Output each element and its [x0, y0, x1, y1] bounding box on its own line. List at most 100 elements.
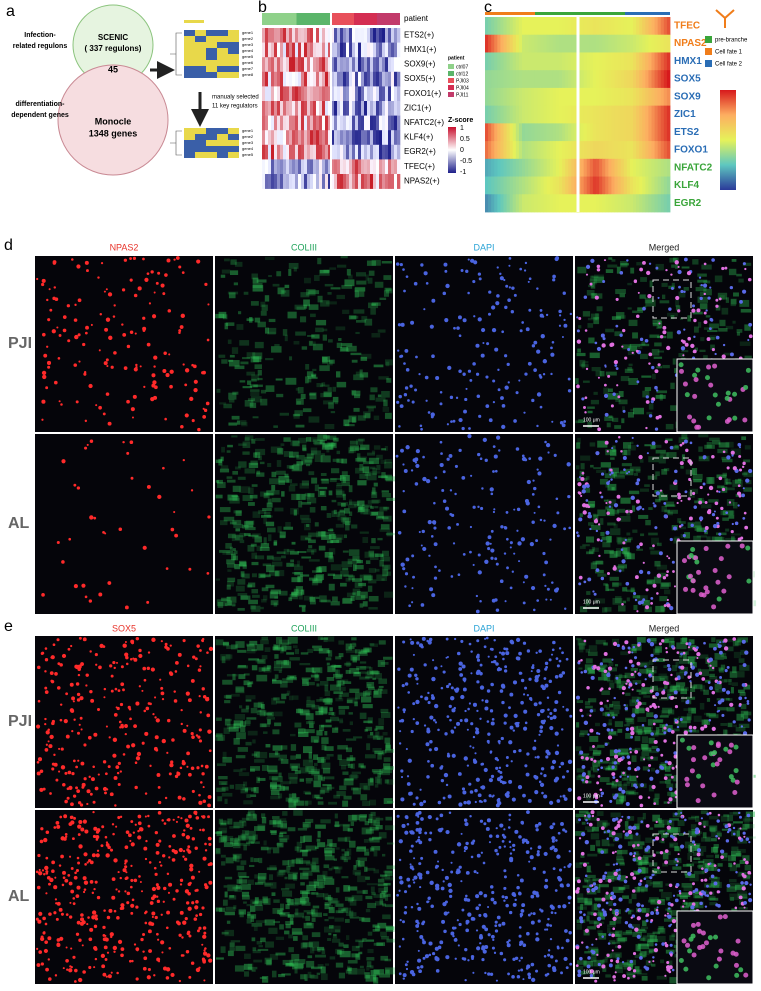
heatmap-cell [658, 88, 661, 106]
heatmap-cell [313, 145, 316, 160]
nucleus [167, 258, 171, 262]
nucleus [531, 586, 535, 590]
heatmap-cell [510, 159, 513, 177]
heatmap-cell [562, 70, 565, 88]
collagen [280, 413, 289, 416]
nucleus [133, 257, 136, 260]
nucleus [685, 392, 690, 397]
heatmap-cell [615, 52, 618, 70]
collagen [732, 480, 742, 487]
heatmap-cell [497, 88, 500, 106]
nucleus [663, 326, 667, 330]
nucleus [101, 262, 103, 264]
heatmap-cell [541, 52, 544, 70]
nucleus [396, 401, 399, 404]
heatmap-cell [364, 28, 367, 43]
heatmap-cell [340, 101, 343, 116]
nucleus [456, 326, 460, 330]
collagen [607, 536, 612, 542]
collagen [627, 597, 630, 601]
heatmap-cell [491, 106, 494, 124]
heatmap-cell [587, 141, 590, 159]
collagen [596, 371, 602, 377]
heatmap-cell [367, 145, 370, 160]
heatmap-cell [295, 86, 298, 101]
heatmap-cell [571, 194, 574, 212]
collagen [217, 482, 226, 488]
heatmap-cell [298, 130, 301, 145]
nucleus [458, 315, 462, 319]
heatmap-cell [627, 194, 630, 212]
nucleus [71, 258, 74, 261]
nucleus [399, 730, 401, 732]
heatmap-cell [633, 106, 636, 124]
collagen [732, 259, 737, 262]
heatmap-cell [507, 141, 510, 159]
nucleus [37, 771, 41, 775]
nucleus [590, 259, 594, 263]
collagen [343, 518, 350, 524]
heatmap-cell [265, 28, 268, 43]
heatmap-cell [370, 101, 373, 116]
nucleus [743, 262, 746, 265]
nucleus [400, 562, 404, 566]
heatmap-cell [596, 106, 599, 124]
nucleus [500, 579, 504, 583]
colorbar-tick: -1 [460, 169, 466, 176]
nucleus [580, 495, 582, 497]
nucleus [677, 493, 681, 497]
nucleus [487, 547, 490, 550]
collagen [365, 754, 376, 758]
nucleus [164, 273, 168, 277]
heatmap-cell [608, 106, 611, 124]
collagen [295, 649, 299, 654]
collagen [350, 721, 353, 725]
heatmap-cell [292, 116, 295, 131]
nucleus [555, 675, 559, 679]
nucleus [54, 381, 58, 385]
nucleus [64, 719, 68, 723]
nucleus [520, 329, 523, 332]
nucleus [415, 482, 419, 486]
nucleus [509, 257, 512, 260]
nucleus [433, 527, 436, 530]
heatmap-cell [645, 141, 648, 159]
nucleus [415, 796, 418, 799]
nucleus [543, 519, 545, 521]
collagen [580, 456, 590, 461]
nucleus [473, 564, 475, 566]
nucleus [737, 443, 741, 447]
collagen [266, 522, 274, 527]
nucleus [476, 373, 479, 376]
nucleus [470, 722, 473, 725]
heatmap-cell [337, 57, 340, 72]
nucleus [721, 589, 726, 594]
heatmap-cell [316, 130, 319, 145]
nucleus [473, 506, 476, 509]
heatmap-cell [310, 116, 313, 131]
heatmap-cell [379, 57, 382, 72]
collagen [230, 355, 235, 358]
collagen [352, 578, 362, 582]
nucleus [81, 728, 83, 730]
gene-label: NPAS2 [674, 38, 707, 49]
nucleus [73, 719, 75, 721]
heatmap-cell [565, 159, 568, 177]
nucleus [202, 687, 205, 690]
collagen [286, 646, 292, 650]
heatmap-cell [382, 43, 385, 58]
heatmap-cell [553, 159, 556, 177]
nucleus [508, 780, 512, 784]
nucleus [428, 555, 430, 557]
nucleus [577, 482, 581, 486]
heatmap-cell [358, 145, 361, 160]
heatmap-cell [513, 35, 516, 53]
heatmap-cell [655, 106, 658, 124]
heatmap-cell [522, 177, 525, 195]
heatmap-cell [289, 86, 292, 101]
nucleus [504, 306, 507, 309]
nucleus [49, 288, 51, 290]
collagen [645, 298, 653, 304]
nucleus [498, 798, 501, 801]
heatmap-cell [652, 123, 655, 141]
